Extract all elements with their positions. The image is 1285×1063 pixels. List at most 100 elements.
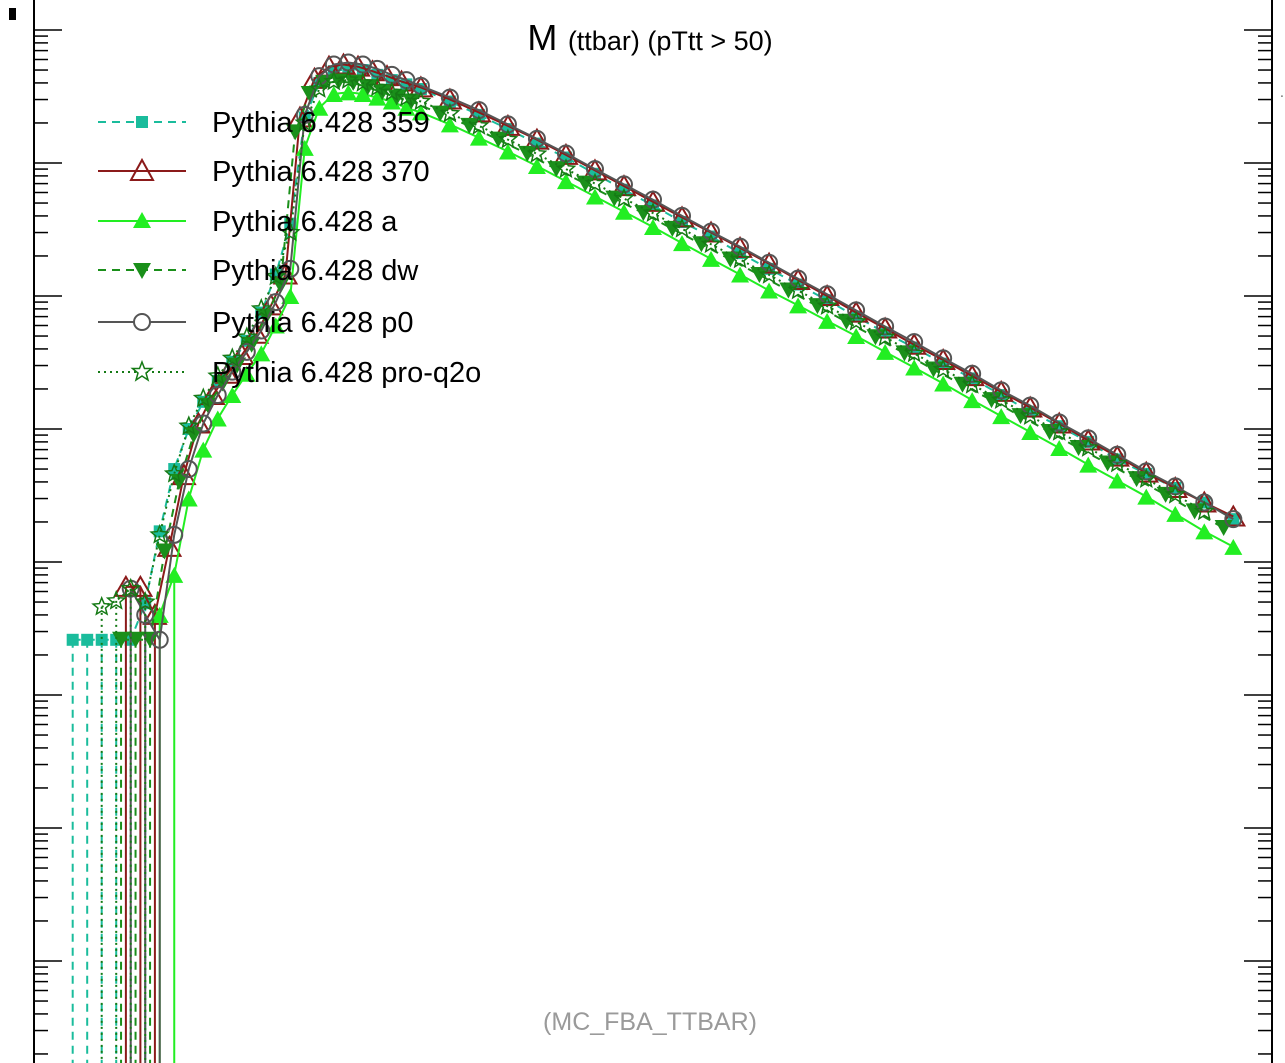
- data-point: [163, 462, 185, 483]
- data-point: [250, 297, 272, 318]
- data-point: [1079, 429, 1098, 448]
- data-point: [673, 206, 692, 225]
- data-point: [642, 202, 664, 223]
- series-line: [72, 67, 1234, 641]
- data-point: [1224, 538, 1243, 555]
- data-point: [614, 203, 633, 220]
- data-point: [1050, 439, 1069, 456]
- data-point: [95, 633, 108, 646]
- data-point: [310, 67, 329, 86]
- data-point: [237, 365, 256, 382]
- cropped-tick-label: [9, 8, 16, 20]
- data-point: [992, 381, 1011, 400]
- data-point: [308, 78, 330, 98]
- data-point: [729, 248, 751, 269]
- legend-marker-star-open: [130, 359, 154, 382]
- legend-marker-circle-open: [133, 313, 151, 331]
- series-5: [91, 69, 1215, 1063]
- data-point: [127, 574, 154, 597]
- data-point: [223, 362, 242, 381]
- data-point: [1077, 437, 1099, 457]
- data-point: [337, 69, 359, 90]
- legend-entry-370: Pythia 6.428 370: [98, 156, 430, 188]
- data-point: [207, 365, 229, 386]
- data-point: [1021, 396, 1040, 415]
- data-point: [1048, 421, 1070, 441]
- data-point: [585, 188, 604, 205]
- series-2: [150, 84, 1243, 1063]
- data-point: [498, 143, 517, 160]
- data-point: [168, 463, 181, 476]
- data-point: [903, 342, 925, 363]
- data-point: [165, 525, 184, 544]
- data-point: [294, 112, 316, 132]
- data-point: [663, 220, 682, 237]
- legend-marker-square: [136, 116, 148, 128]
- data-point: [698, 220, 724, 243]
- data-point: [555, 158, 577, 179]
- data-point: [105, 589, 127, 610]
- data-point: [876, 343, 895, 360]
- legend-marker-triangle-open: [129, 157, 155, 181]
- data-point: [252, 345, 271, 362]
- data-point: [702, 250, 721, 267]
- y-axis-ticks-right: [1244, 29, 1272, 1055]
- data-point: [310, 99, 329, 116]
- data-point: [1017, 395, 1043, 418]
- data-point: [1127, 471, 1146, 488]
- data-point: [381, 81, 403, 102]
- legend-entry-dw: Pythia 6.428 dw: [98, 255, 419, 287]
- data-point: [816, 295, 838, 316]
- data-point: [112, 631, 131, 648]
- data-point: [281, 259, 300, 278]
- data-point: [584, 172, 606, 193]
- data-point: [495, 113, 521, 136]
- legend-entry-a: Pythia 6.428 a: [98, 206, 398, 238]
- data-point: [671, 217, 693, 238]
- data-point: [352, 71, 374, 92]
- data-point: [963, 392, 982, 409]
- data-point: [1164, 483, 1186, 504]
- cropped-right-label-fragment: …: [1279, 84, 1285, 101]
- data-point: [524, 127, 550, 150]
- data-point: [408, 75, 434, 98]
- data-point: [789, 269, 808, 288]
- y-axis-ticks-left: [34, 29, 62, 1055]
- data-point: [281, 288, 300, 304]
- data-point: [194, 441, 213, 458]
- data-point: [808, 298, 827, 315]
- data-point: [673, 235, 692, 252]
- data-point: [468, 114, 490, 135]
- data-point: [353, 86, 372, 103]
- data-point: [905, 359, 924, 376]
- data-point: [1156, 486, 1175, 503]
- data-point: [368, 89, 387, 106]
- legend-label-370: Pythia 6.428 370: [212, 156, 430, 188]
- data-point: [252, 321, 271, 340]
- data-point: [150, 606, 169, 623]
- data-point: [644, 219, 662, 236]
- data-point: [963, 364, 982, 383]
- data-point: [756, 251, 782, 274]
- data-point: [382, 93, 401, 110]
- data-point: [397, 99, 416, 116]
- data-point: [640, 189, 666, 212]
- data-point: [760, 282, 779, 299]
- legend-entry-pro-q2o: Pythia 6.428 pro-q2o: [98, 357, 481, 389]
- data-point: [843, 300, 869, 323]
- data-point: [460, 117, 479, 134]
- data-point: [134, 591, 156, 611]
- data-point: [847, 328, 866, 345]
- chart-title-main: M: [527, 17, 557, 58]
- data-point: [155, 543, 174, 560]
- legend-entry-359: Pythia 6.428 359: [98, 107, 430, 139]
- data-point: [395, 86, 417, 107]
- data-point: [789, 297, 808, 314]
- data-point: [750, 266, 769, 283]
- data-point: [237, 342, 256, 361]
- data-point: [223, 387, 242, 404]
- data-point: [721, 251, 740, 268]
- data-point: [221, 347, 243, 368]
- data-point: [727, 235, 753, 258]
- data-point: [324, 86, 343, 103]
